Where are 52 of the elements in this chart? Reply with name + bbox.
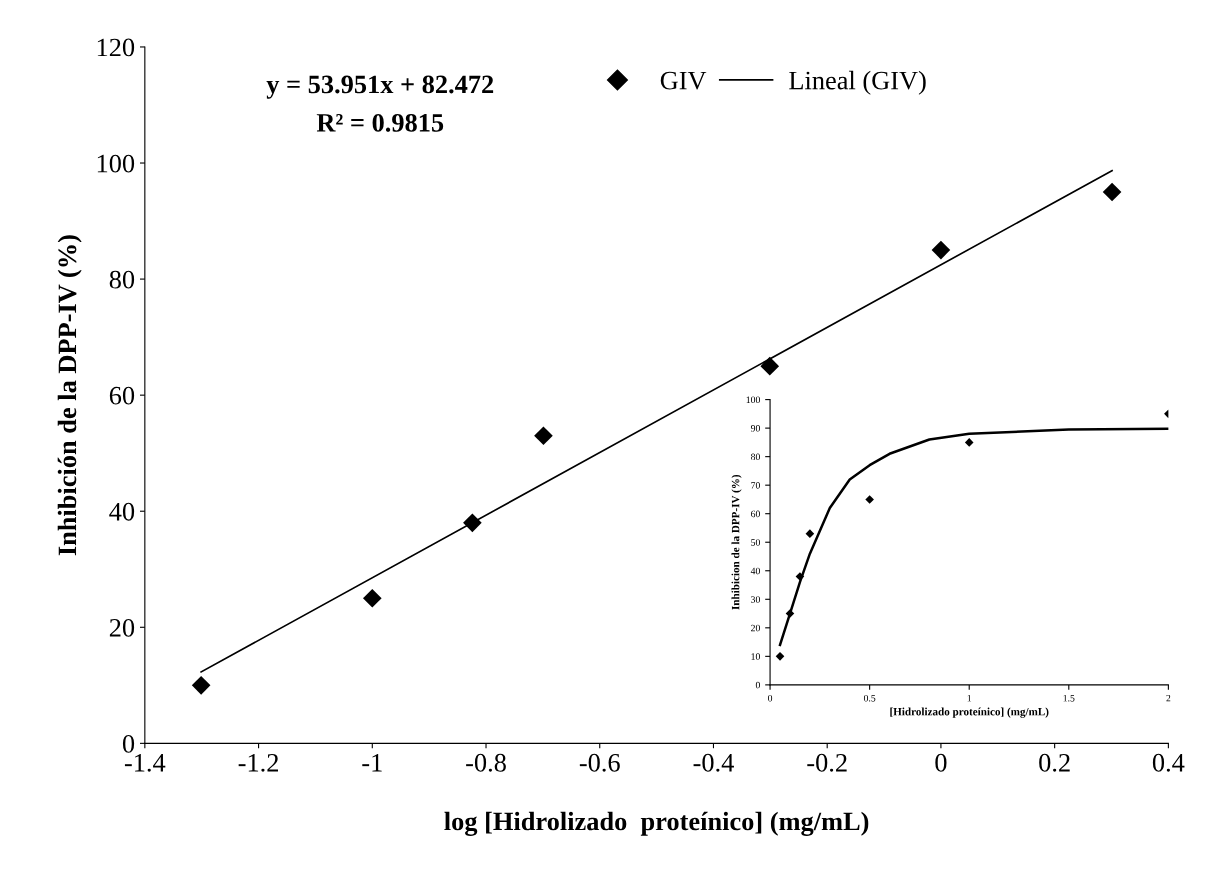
y-tick-label: 30 [751, 596, 760, 603]
y-tick-label: 40 [750, 567, 760, 575]
annotation: R² = 0.9815 [316, 113, 444, 132]
x-tick-label: 0.5 [863, 694, 876, 702]
x-tick-label: -0.4 [693, 753, 734, 772]
point [805, 529, 815, 538]
y-tick-label: 40 [109, 502, 135, 521]
y-tick-label: 100 [97, 154, 135, 173]
legend-label: Lineal (GIV) [789, 70, 926, 95]
y-tick-label: 90 [750, 425, 760, 432]
x-tick-label: 0 [768, 694, 773, 702]
point [534, 426, 553, 446]
point [964, 438, 974, 447]
y-tick-label: 50 [751, 539, 760, 546]
point [865, 495, 874, 504]
legend-label: GIV [660, 71, 707, 90]
x-tick-label: 1.5 [1063, 694, 1075, 702]
x-tick-label: 0 [935, 753, 947, 772]
x-tick-label: -0.6 [579, 753, 620, 772]
point [760, 356, 780, 376]
y-tick-label: 80 [750, 453, 760, 461]
y-tick-label: 120 [97, 38, 135, 57]
y-tick-label: 60 [109, 386, 135, 405]
point [191, 676, 211, 695]
x-axis-title: [Hidrolizado proteínico] (mg/mL) [890, 707, 1049, 718]
annotation: y = 53.951x + 82.472 [266, 75, 494, 99]
point [1102, 182, 1122, 202]
x-tick-label: 0.4 [1152, 753, 1185, 772]
y-tick-label: 80 [109, 270, 135, 289]
y-tick-label: 10 [751, 653, 760, 660]
point [931, 240, 951, 260]
x-axis-title: log [Hidrolizado proteínico] (mg/mL) [444, 811, 869, 836]
y-tick-label: 20 [109, 618, 135, 637]
point [362, 588, 382, 608]
y-tick-label: 20 [751, 624, 760, 632]
y-tick-label: 0 [755, 681, 760, 689]
x-tick-label: -0.8 [466, 753, 506, 772]
x-tick-label: -1.2 [238, 753, 278, 772]
y-tick-label: 70 [751, 482, 760, 489]
y-tick-label: 0 [122, 734, 135, 753]
y-axis-title: Inhibicion de la DPP-IV (%) [731, 474, 742, 610]
x-tick-label: 0.2 [1039, 753, 1070, 772]
y-axis-title: Inhibición de la DPP-IV (%) [57, 235, 82, 556]
x-tick-label: -1.4 [124, 753, 166, 772]
point [463, 513, 482, 533]
x-tick-label: -1 [362, 753, 382, 772]
y-tick-label: 60 [751, 510, 760, 518]
y-tick-label: 100 [746, 396, 760, 404]
x-tick-label: 2 [1166, 694, 1171, 702]
x-tick-label: -0.2 [807, 753, 847, 772]
x-tick-label: 1 [967, 694, 972, 702]
line-series [778, 427, 1169, 647]
